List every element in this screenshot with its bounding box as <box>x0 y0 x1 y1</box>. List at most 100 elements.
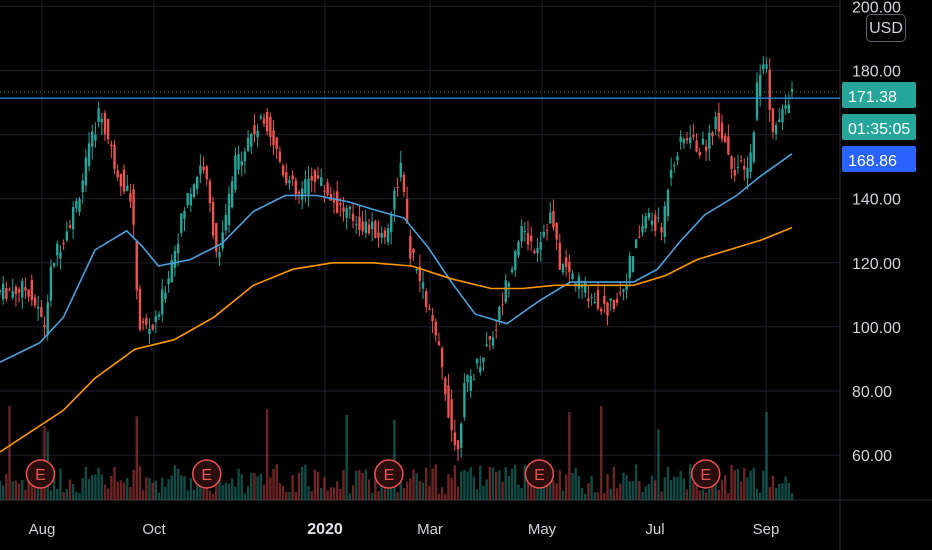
candle-body <box>342 207 345 212</box>
candle-body <box>647 213 651 219</box>
candle-body <box>625 284 628 291</box>
candle-body <box>129 193 132 202</box>
x-tick-label: Aug <box>29 521 56 538</box>
volume-bar <box>498 470 501 500</box>
candle-body <box>329 193 332 201</box>
volume-bar <box>8 405 11 500</box>
candle-body <box>377 232 380 238</box>
candle-body <box>765 64 768 69</box>
candle-body <box>520 226 523 242</box>
candle-body <box>240 161 243 166</box>
candle-body <box>157 314 161 317</box>
volume-bar <box>790 493 794 500</box>
volume-bar <box>580 488 584 500</box>
volume-bar <box>176 468 180 500</box>
volume-bar <box>211 493 215 500</box>
volume-bar <box>501 481 504 500</box>
y-tick-label: 100.00 <box>852 320 901 337</box>
candle-body <box>307 178 310 195</box>
price-badge <box>842 82 916 108</box>
volume-bar <box>281 485 285 500</box>
volume-bar <box>517 484 520 500</box>
candle-body <box>561 264 565 273</box>
volume-bar <box>138 466 142 500</box>
volume-bar <box>351 485 355 500</box>
price-badge-label: 01:35:05 <box>848 121 910 138</box>
candle-body <box>695 140 698 152</box>
candle-body <box>68 225 72 228</box>
volume-bar <box>183 476 186 500</box>
candle-body <box>396 186 399 189</box>
candle-body <box>514 251 517 271</box>
volume-bar <box>743 467 746 500</box>
candle-body <box>606 302 609 316</box>
volume-bar <box>434 464 437 500</box>
candle-body <box>355 224 358 226</box>
volume-bar <box>141 490 145 500</box>
volume-bar <box>447 473 450 500</box>
currency-button[interactable]: USD <box>866 14 906 42</box>
candle-body <box>479 366 482 373</box>
volume-bar <box>456 486 460 500</box>
volume-bar <box>619 483 622 500</box>
candle-body <box>148 329 151 335</box>
candle-body <box>409 236 412 259</box>
volume-bar <box>253 472 256 500</box>
x-tick-label: Mar <box>417 521 443 538</box>
volume-bar <box>215 480 218 500</box>
candle-body <box>119 174 123 187</box>
volume-bar <box>784 476 787 500</box>
candle-body <box>622 289 625 292</box>
candle-body <box>84 157 88 186</box>
volume-bar <box>52 472 56 500</box>
volume-bar <box>122 482 126 500</box>
candle-body <box>14 286 18 294</box>
horizontal-price-line[interactable] <box>0 91 840 99</box>
candle-body <box>711 132 714 137</box>
volume-bar <box>491 467 495 500</box>
volume-bar <box>68 479 72 500</box>
volume-bar <box>393 419 396 500</box>
volume-bar <box>323 477 326 500</box>
volume-bar <box>510 468 514 500</box>
candle-body <box>701 138 705 145</box>
volume-bar <box>650 475 654 500</box>
volume-bar <box>205 481 208 500</box>
candle-body <box>638 237 641 239</box>
candle-body <box>180 213 183 233</box>
candle-body <box>654 214 657 231</box>
candle-body <box>285 172 288 184</box>
candle-body <box>475 358 479 364</box>
candle-body <box>62 243 65 245</box>
volume-bar <box>367 479 371 500</box>
volume-bar <box>1 485 5 500</box>
volume-bar <box>472 476 476 500</box>
candle-body <box>278 151 282 162</box>
volume-bar <box>564 474 568 500</box>
volume-bar <box>549 470 552 500</box>
candle-body <box>704 146 708 151</box>
volume-bar <box>81 478 84 500</box>
volume-bar <box>689 464 692 500</box>
volume-bar <box>390 480 393 500</box>
candle-body <box>294 180 298 195</box>
candle-body <box>208 180 212 204</box>
volume-bar <box>87 479 91 500</box>
volume-bar <box>768 486 771 500</box>
candle-body <box>724 135 727 143</box>
candle-body <box>603 295 606 304</box>
candle-body <box>472 379 476 381</box>
candle-body <box>106 119 110 140</box>
volume-bar <box>466 471 469 500</box>
candle-body <box>399 162 402 178</box>
candle-body <box>386 228 390 243</box>
volume-bar <box>622 472 625 500</box>
volume-bar <box>574 467 577 500</box>
candle-body <box>755 82 759 120</box>
candle-body <box>768 70 771 110</box>
volume-bar <box>307 486 310 500</box>
candle-body <box>730 156 733 169</box>
candle-body <box>173 250 177 268</box>
volume-bar <box>75 491 78 500</box>
